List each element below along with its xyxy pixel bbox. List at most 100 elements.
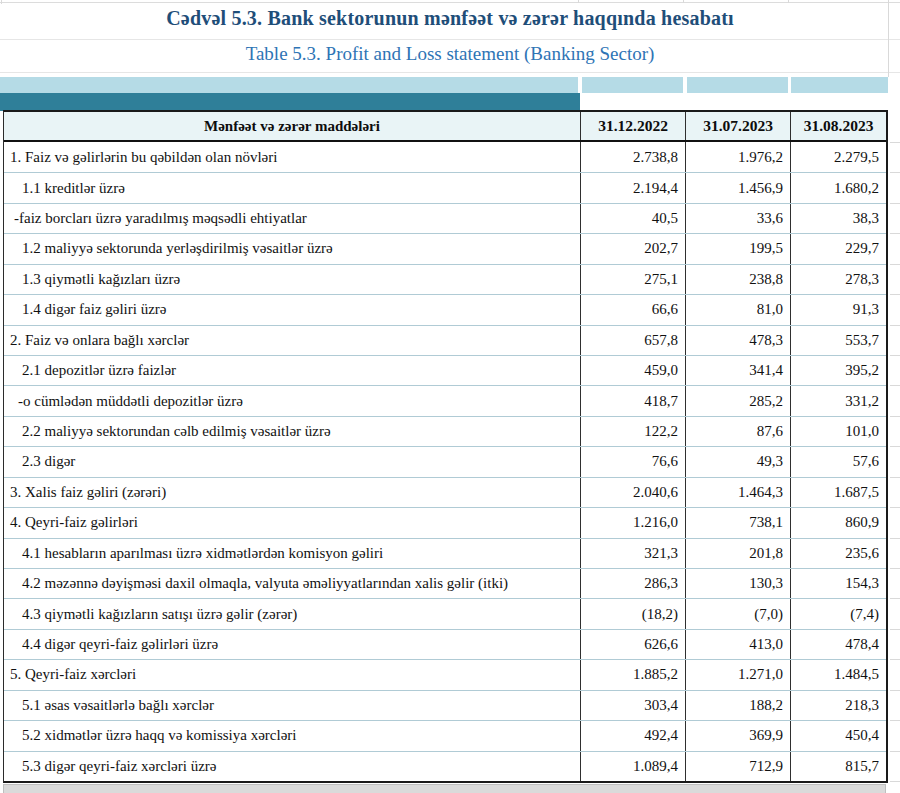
cell-value[interactable]: 478,4 <box>790 630 886 659</box>
cell-value[interactable]: 553,7 <box>790 326 886 355</box>
table-row: 2.2 maliyyə sektorundan cəlb edilmiş vəs… <box>4 416 886 446</box>
cell-value[interactable]: 738,1 <box>685 508 790 537</box>
cell-value[interactable]: 626,6 <box>580 630 685 659</box>
cell-value[interactable]: 238,8 <box>685 265 790 294</box>
gridline <box>578 0 579 3</box>
cell-value[interactable]: 154,3 <box>790 569 886 598</box>
cell-value[interactable]: 1.464,3 <box>685 478 790 507</box>
row-label[interactable]: 5.3 digər qeyri-faiz xərcləri üzrə <box>4 752 580 781</box>
row-label[interactable]: 1.4 digər faiz gəliri üzrə <box>4 295 580 324</box>
row-label[interactable]: 5. Qeyri-faiz xərcləri <box>4 660 580 689</box>
cell-value[interactable]: 1.885,2 <box>580 660 685 689</box>
row-label[interactable]: 2. Faiz və onlara bağlı xərclər <box>4 326 580 355</box>
table-row: 1.1 kreditlər üzrə2.194,41.456,91.680,2 <box>4 172 886 202</box>
cell-value[interactable]: 2.040,6 <box>580 478 685 507</box>
cell-value[interactable]: 2.279,5 <box>790 142 886 172</box>
cell-value[interactable]: 303,4 <box>580 691 685 720</box>
cell-value[interactable]: 860,9 <box>790 508 886 537</box>
row-label[interactable]: -faiz borcları üzrə yaradılmış məqsədli … <box>4 204 580 233</box>
cell-value[interactable]: 218,3 <box>790 691 886 720</box>
cell-value[interactable]: 1.687,5 <box>790 478 886 507</box>
row-label[interactable]: 4.3 qiymətli kağızların satışı üzrə gəli… <box>4 599 580 628</box>
cell-value[interactable]: 66,6 <box>580 295 685 324</box>
cell-value[interactable]: 33,6 <box>685 204 790 233</box>
row-label[interactable]: 4.4 digər qeyri-faiz gəlirləri üzrə <box>4 630 580 659</box>
row-label[interactable]: 5.1 əsas vəsaitlərlə bağlı xərclər <box>4 691 580 720</box>
table-row: -faiz borcları üzrə yaradılmış məqsədli … <box>4 203 886 233</box>
cell-value[interactable]: 413,0 <box>685 630 790 659</box>
cell-value[interactable]: (7,4) <box>790 599 886 628</box>
column-header-date-3[interactable]: 31.08.2023 <box>790 112 886 140</box>
cell-value[interactable]: 91,3 <box>790 295 886 324</box>
cell-value[interactable]: 286,3 <box>580 569 685 598</box>
cell-value[interactable]: 235,6 <box>790 539 886 568</box>
cell-value[interactable]: (7,0) <box>685 599 790 628</box>
row-label[interactable]: 2.1 depozitlər üzrə faizlər <box>4 356 580 385</box>
cell-value[interactable]: 2.194,4 <box>580 173 685 202</box>
gridline <box>890 203 900 204</box>
cell-value[interactable]: 341,4 <box>685 356 790 385</box>
column-header-date-2[interactable]: 31.07.2023 <box>685 112 790 140</box>
row-label[interactable]: 4.1 hesabların aparılması üzrə xidmətlər… <box>4 539 580 568</box>
row-label[interactable]: 4.2 məzənnə dəyişməsi daxil olmaqla, val… <box>4 569 580 598</box>
cell-value[interactable]: (18,2) <box>580 599 685 628</box>
gridline <box>890 720 900 721</box>
accent-band-light <box>791 77 888 93</box>
cell-value[interactable]: 418,7 <box>580 386 685 415</box>
cell-value[interactable]: 275,1 <box>580 265 685 294</box>
row-label[interactable]: 2.2 maliyyə sektorundan cəlb edilmiş vəs… <box>4 417 580 446</box>
cell-value[interactable]: 202,7 <box>580 234 685 263</box>
cell-value[interactable]: 1.271,0 <box>685 660 790 689</box>
table-row: 3. Xalis faiz gəliri (zərəri)2.040,61.46… <box>4 477 886 507</box>
cell-value[interactable]: 1.216,0 <box>580 508 685 537</box>
row-label[interactable]: 1.2 maliyyə sektorunda yerləşdirilmiş və… <box>4 234 580 263</box>
cell-value[interactable]: 201,8 <box>685 539 790 568</box>
cell-value[interactable]: 331,2 <box>790 386 886 415</box>
row-label[interactable]: 5.2 xidmətlər üzrə haqq və komissiya xər… <box>4 721 580 750</box>
cell-value[interactable]: 285,2 <box>685 386 790 415</box>
cell-value[interactable]: 278,3 <box>790 265 886 294</box>
cell-value[interactable]: 130,3 <box>685 569 790 598</box>
table-header-row: Mənfəət və zərər maddələri 31.12.2022 31… <box>4 112 886 142</box>
cell-value[interactable]: 101,0 <box>790 417 886 446</box>
column-header-date-1[interactable]: 31.12.2022 <box>580 112 685 140</box>
cell-value[interactable]: 81,0 <box>685 295 790 324</box>
cell-value[interactable]: 815,7 <box>790 752 886 781</box>
cell-value[interactable]: 229,7 <box>790 234 886 263</box>
cell-value[interactable]: 321,3 <box>580 539 685 568</box>
cell-value[interactable]: 1.680,2 <box>790 173 886 202</box>
cell-value[interactable]: 1.976,2 <box>685 142 790 172</box>
cell-value[interactable]: 369,9 <box>685 721 790 750</box>
row-label[interactable]: -o cümlədən müddətli depozitlər üzrə <box>4 386 580 415</box>
row-label[interactable]: 3. Xalis faiz gəliri (zərəri) <box>4 478 580 507</box>
cell-value[interactable]: 57,6 <box>790 447 886 476</box>
row-label[interactable]: 2.3 digər <box>4 447 580 476</box>
cell-value[interactable]: 188,2 <box>685 691 790 720</box>
row-label[interactable]: 1.3 qiymətli kağızları üzrə <box>4 265 580 294</box>
cell-value[interactable]: 38,3 <box>790 204 886 233</box>
cell-value[interactable]: 76,6 <box>580 447 685 476</box>
cell-value[interactable]: 2.738,8 <box>580 142 685 172</box>
cell-value[interactable]: 459,0 <box>580 356 685 385</box>
cell-value[interactable]: 40,5 <box>580 204 685 233</box>
column-header-items[interactable]: Mənfəət və zərər maddələri <box>4 112 580 140</box>
cell-value[interactable]: 87,6 <box>685 417 790 446</box>
cell-value[interactable]: 199,5 <box>685 234 790 263</box>
gridline <box>890 568 900 569</box>
cell-value[interactable]: 492,4 <box>580 721 685 750</box>
cell-value[interactable]: 450,4 <box>790 721 886 750</box>
cell-value[interactable]: 1.484,5 <box>790 660 886 689</box>
cell-value[interactable]: 1.456,9 <box>685 173 790 202</box>
cell-value[interactable]: 122,2 <box>580 417 685 446</box>
cell-value[interactable]: 395,2 <box>790 356 886 385</box>
gridline <box>890 385 900 386</box>
row-label[interactable]: 4. Qeyri-faiz gəlirləri <box>4 508 580 537</box>
cell-value[interactable]: 49,3 <box>685 447 790 476</box>
row-label[interactable]: 1. Faiz və gəlirlərin bu qəbildən olan n… <box>4 142 580 172</box>
accent-band-teal <box>0 93 580 111</box>
cell-value[interactable]: 712,9 <box>685 752 790 781</box>
row-label[interactable]: 1.1 kreditlər üzrə <box>4 173 580 202</box>
cell-value[interactable]: 657,8 <box>580 326 685 355</box>
cell-value[interactable]: 478,3 <box>685 326 790 355</box>
cell-value[interactable]: 1.089,4 <box>580 752 685 781</box>
